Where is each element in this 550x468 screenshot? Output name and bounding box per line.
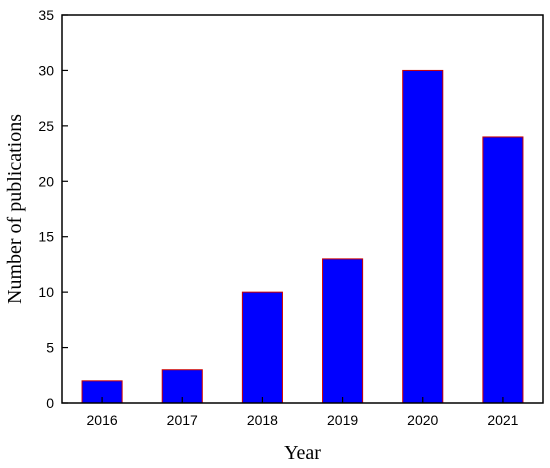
x-axis-label: Year xyxy=(284,442,321,464)
bar-2019 xyxy=(322,258,364,404)
ticks-group: 2016 2017 2018 2019 2020 2021 0 5 10 15 20 25 30 35 xyxy=(38,7,518,428)
y-tick-label: 15 xyxy=(38,229,54,245)
bar-2021 xyxy=(482,136,524,404)
y-tick-label: 10 xyxy=(38,284,54,300)
y-tick-label: 35 xyxy=(38,7,54,23)
bars-group xyxy=(81,69,524,404)
y-tick-label: 0 xyxy=(46,395,54,411)
y-axis-label: Number of publications xyxy=(4,114,26,304)
x-tick-label: 2016 xyxy=(87,412,118,428)
bar-2020 xyxy=(402,69,444,404)
y-tick-label: 20 xyxy=(38,173,54,189)
x-tick-label: 2021 xyxy=(487,412,518,428)
y-tick-label: 30 xyxy=(38,62,54,78)
x-tick-label: 2019 xyxy=(327,412,358,428)
x-tick-label: 2018 xyxy=(247,412,278,428)
y-tick-label: 25 xyxy=(38,118,54,134)
y-tick-label: 5 xyxy=(46,340,54,356)
plot-frame xyxy=(61,14,544,404)
x-tick-label: 2017 xyxy=(167,412,198,428)
bar-2018 xyxy=(241,291,283,404)
x-tick-label: 2020 xyxy=(407,412,438,428)
